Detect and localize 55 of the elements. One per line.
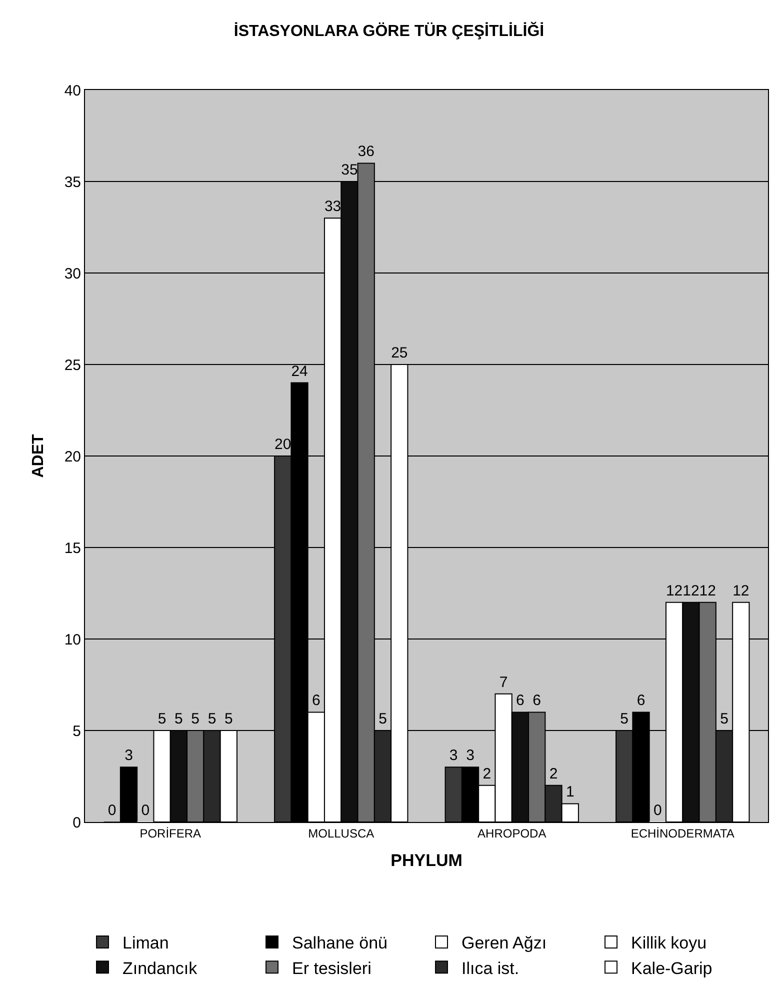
legend-label: Geren Ağzı bbox=[462, 934, 547, 953]
legend-label: Salhane önü bbox=[292, 934, 388, 953]
y-tick-label: 20 bbox=[64, 448, 81, 466]
data-label: 35 bbox=[341, 162, 358, 179]
y-tick-label: 10 bbox=[64, 631, 81, 648]
data-label: 5 bbox=[208, 710, 216, 728]
data-label: 5 bbox=[720, 710, 728, 728]
data-label: 6 bbox=[636, 692, 646, 710]
data-label: 6 bbox=[532, 692, 542, 710]
data-label: 6 bbox=[312, 692, 320, 710]
data-label: 5 bbox=[224, 710, 233, 728]
data-label: 1 bbox=[566, 784, 574, 801]
data-label: 5 bbox=[620, 710, 629, 728]
x-axis-title: PHYLUM bbox=[390, 850, 462, 870]
data-label: 33 bbox=[324, 198, 342, 216]
data-label: 5 bbox=[378, 710, 387, 728]
data-label: 0 bbox=[141, 802, 150, 819]
data-label: 7 bbox=[499, 674, 508, 691]
legend-label: Kale-Garip bbox=[631, 958, 712, 978]
y-tick-label: 30 bbox=[64, 265, 81, 282]
data-label: 25 bbox=[391, 344, 408, 362]
y-tick-label: 25 bbox=[64, 356, 81, 374]
y-tick-label: 40 bbox=[64, 82, 81, 100]
x-tick-label: PORİFERA bbox=[140, 826, 202, 840]
legend-label: Killik koyu bbox=[631, 934, 707, 953]
data-label: 12 bbox=[732, 582, 750, 600]
data-label: 12 bbox=[699, 582, 716, 600]
legend-label: Er tesisleri bbox=[292, 958, 372, 978]
legend-label: Ilıca ist. bbox=[462, 958, 520, 978]
data-label: 5 bbox=[158, 710, 166, 728]
data-label: 12 bbox=[682, 582, 700, 600]
y-tick-label: 15 bbox=[64, 540, 81, 557]
data-label: 0 bbox=[653, 802, 662, 819]
x-tick-label: AHROPODA bbox=[478, 826, 546, 840]
data-label: 2 bbox=[549, 765, 558, 782]
data-label: 0 bbox=[108, 802, 116, 819]
data-label: 3 bbox=[449, 747, 458, 764]
data-label: 5 bbox=[174, 710, 183, 728]
data-label: 3 bbox=[466, 747, 474, 764]
chart-title: İSTASYONLARA GÖRE TÜR ÇEŞİTLİLİĞİ bbox=[234, 21, 544, 40]
x-tick-label: ECHİNODERMATA bbox=[630, 826, 734, 840]
y-axis-title: ADET bbox=[30, 434, 47, 478]
y-tick-label: 0 bbox=[72, 814, 81, 832]
data-label: 5 bbox=[191, 710, 200, 728]
data-label: 36 bbox=[358, 143, 374, 160]
legend-label: Zındancık bbox=[122, 958, 198, 978]
legend-label: Liman bbox=[122, 934, 169, 953]
data-label: 6 bbox=[516, 692, 524, 710]
y-tick-label: 5 bbox=[72, 722, 81, 740]
x-tick-label: MOLLUSCA bbox=[308, 826, 374, 840]
data-label: 2 bbox=[482, 765, 492, 782]
data-label: 12 bbox=[666, 582, 683, 600]
data-label: 3 bbox=[124, 747, 133, 764]
y-tick-label: 35 bbox=[64, 174, 81, 191]
data-label: 24 bbox=[291, 362, 308, 380]
